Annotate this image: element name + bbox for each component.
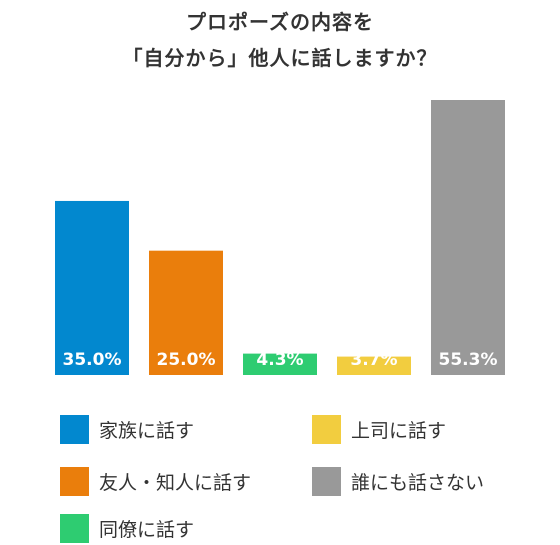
data-label-boss: 3.7% [350, 350, 397, 370]
bar-family [55, 200, 129, 375]
chart-title-line-2: 「自分から」他人に話しますか？ [122, 46, 438, 70]
chart-title: プロポーズの内容を 「自分から」他人に話しますか？ [0, 4, 560, 76]
bar-colleagues [243, 353, 317, 375]
data-label-friends: 25.0% [157, 350, 216, 370]
data-label-family: 35.0% [63, 350, 122, 370]
data-label-nobody: 55.3% [439, 350, 498, 370]
bar-nobody [431, 100, 505, 375]
bar-boss [337, 356, 411, 375]
data-label-colleagues: 4.3% [256, 350, 303, 370]
chart-title-line-1: プロポーズの内容を [186, 10, 374, 34]
bar-friends [149, 250, 223, 375]
